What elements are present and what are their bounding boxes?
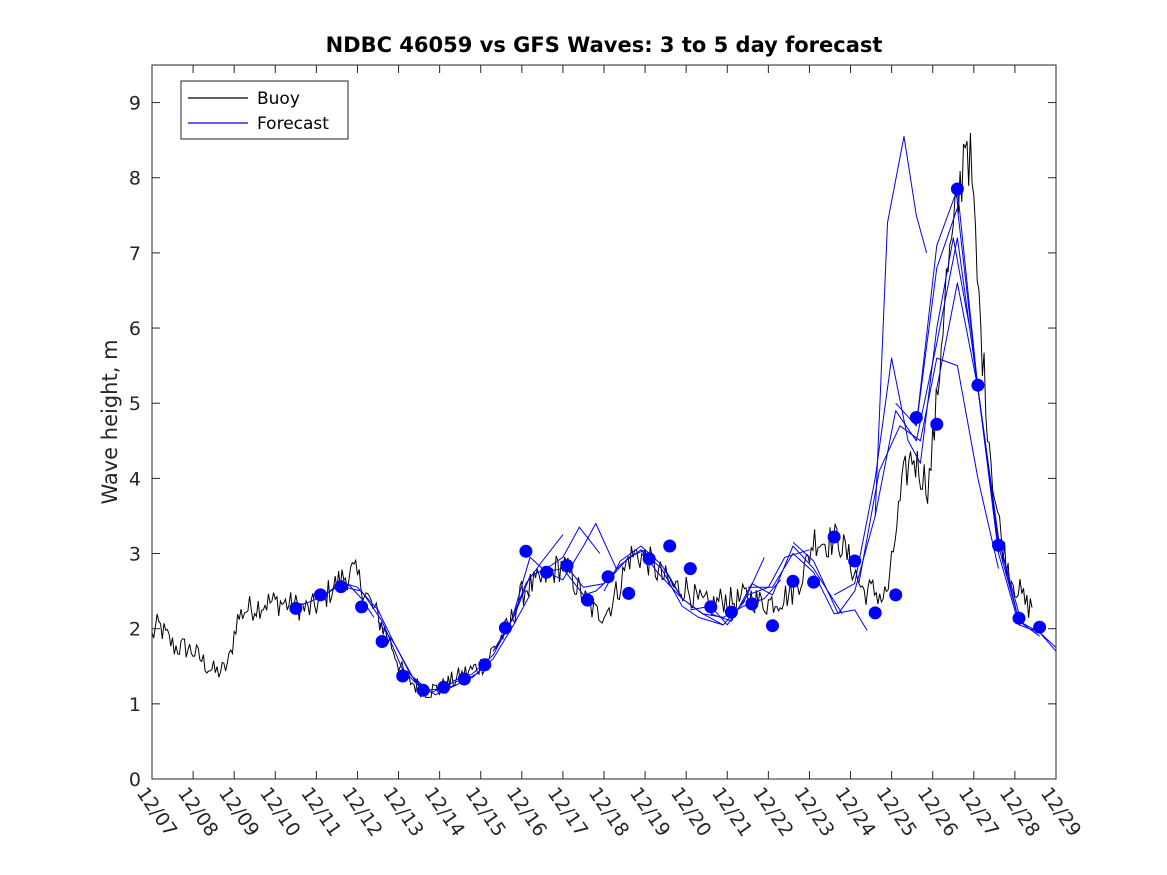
forecast-point-5 — [375, 635, 389, 648]
forecast-point-19 — [663, 539, 677, 553]
forecast-point-14 — [560, 559, 574, 573]
forecast-points-layer — [289, 182, 1047, 697]
buoy-series-line — [152, 132, 1033, 699]
forecast-point-26 — [807, 575, 821, 589]
forecast-run-line-10 — [566, 549, 683, 599]
forecast-point-11 — [498, 621, 512, 635]
forecast-run-line-8 — [513, 523, 617, 614]
legend-box — [180, 80, 349, 140]
forecast-point-7 — [416, 683, 430, 697]
legend: Buoy Forecast — [180, 80, 349, 140]
forecast-run-line-12 — [640, 549, 765, 626]
plot-area — [152, 65, 1056, 779]
forecast-point-32 — [930, 417, 944, 431]
forecast-run-line-16 — [747, 553, 868, 631]
forecast-point-24 — [766, 619, 779, 633]
y-tick-label: 7 — [129, 243, 141, 265]
forecast-run-line-19 — [858, 357, 999, 584]
forecast-point-1 — [289, 601, 303, 615]
y-tick-label: 9 — [129, 93, 141, 115]
legend-forecast-label: Forecast — [257, 114, 329, 134]
forecast-point-25 — [786, 574, 800, 588]
y-tick-label: 3 — [129, 544, 141, 566]
forecast-point-18 — [642, 552, 656, 566]
forecast-point-4 — [355, 600, 369, 614]
forecast-run-line-5 — [410, 594, 531, 694]
forecast-point-20 — [683, 562, 697, 576]
forecast-point-2 — [314, 588, 327, 602]
forecast-point-8 — [437, 680, 451, 694]
y-tick-label: 5 — [129, 393, 141, 415]
y-tick-label: 1 — [129, 694, 141, 716]
forecast-point-12 — [519, 544, 533, 558]
forecast-point-6 — [396, 669, 410, 683]
y-tick-label: 4 — [129, 468, 141, 490]
legend-buoy-label: Buoy — [257, 89, 300, 109]
forecast-point-29 — [868, 606, 882, 620]
forecast-point-22 — [724, 605, 738, 619]
forecast-point-30 — [889, 588, 903, 602]
forecast-point-27 — [827, 530, 841, 544]
y-tick-label: 2 — [129, 619, 141, 641]
y-axis-label: Wave height, m — [98, 339, 122, 504]
forecast-run-line-18 — [833, 237, 971, 596]
forecast-point-28 — [848, 554, 862, 568]
forecast-run-line-13 — [665, 569, 782, 618]
forecast-point-10 — [478, 658, 492, 672]
forecast-point-37 — [1033, 620, 1047, 634]
forecast-point-23 — [745, 597, 759, 611]
forecast-run-line-15 — [710, 545, 843, 622]
forecast-point-21 — [704, 600, 718, 614]
forecast-point-3 — [334, 580, 348, 594]
y-tick-label: 6 — [129, 318, 141, 340]
y-tick-label: 0 — [129, 769, 141, 791]
forecast-point-17 — [622, 586, 636, 600]
y-tick-label: 8 — [129, 168, 141, 190]
forecast-point-34 — [971, 378, 985, 392]
forecast-point-9 — [457, 672, 471, 686]
chart-title: NDBC 46059 vs GFS Waves: 3 to 5 day fore… — [326, 33, 883, 57]
forecast-point-31 — [909, 411, 923, 424]
forecast-point-13 — [540, 565, 553, 579]
forecast-point-33 — [950, 182, 964, 196]
forecast-point-35 — [992, 538, 1005, 552]
forecast-point-15 — [581, 593, 595, 607]
forecast-point-16 — [601, 570, 615, 584]
forecast-point-36 — [1012, 611, 1026, 625]
